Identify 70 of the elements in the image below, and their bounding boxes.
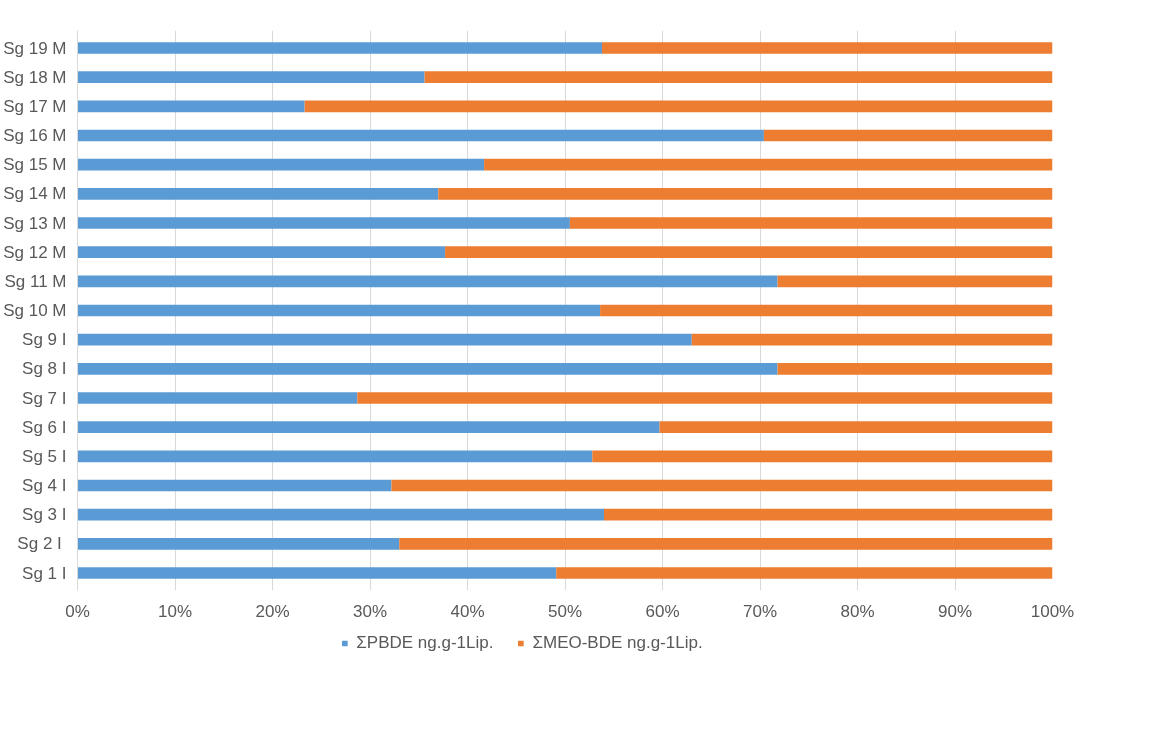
y-tick-label: Sg 9 I bbox=[22, 330, 67, 350]
bar bbox=[659, 421, 1053, 433]
bar bbox=[357, 392, 1053, 404]
bar bbox=[77, 100, 305, 113]
y-tick-label: Sg 18 M bbox=[3, 67, 67, 87]
bar bbox=[445, 246, 1053, 258]
y-tick-label: Sg 12 M bbox=[3, 242, 67, 262]
bar bbox=[777, 363, 1053, 375]
x-tick-label: 80% bbox=[840, 601, 875, 621]
bar bbox=[77, 363, 778, 375]
x-tick-label: 90% bbox=[937, 601, 973, 621]
bar bbox=[77, 421, 660, 433]
bar bbox=[77, 392, 358, 404]
y-tick-label: Sg 14 M bbox=[3, 184, 67, 204]
x-tick-label: 0% bbox=[65, 601, 90, 621]
y-tick-label: Sg 5 I bbox=[22, 446, 67, 466]
bar bbox=[569, 217, 1053, 229]
bar bbox=[391, 479, 1053, 492]
bar bbox=[77, 129, 764, 142]
y-tick-label: Sg 2 I bbox=[17, 534, 62, 554]
y-tick-label: Sg 10 M bbox=[3, 301, 67, 320]
bar bbox=[77, 304, 601, 317]
bar bbox=[777, 275, 1053, 288]
bar bbox=[424, 71, 1053, 83]
y-tick-label: Sg 3 I bbox=[22, 505, 67, 525]
x-tick-label: 100% bbox=[1030, 601, 1075, 621]
bar bbox=[592, 450, 1053, 463]
bar bbox=[77, 450, 593, 463]
bar bbox=[304, 100, 1053, 113]
bar bbox=[602, 42, 1053, 54]
x-tick-label: 60% bbox=[645, 601, 680, 621]
bar bbox=[77, 538, 400, 550]
legend-label: ΣMEO-BDE ng.g-1Lip. bbox=[532, 633, 703, 653]
y-tick-label: Sg 15 M bbox=[3, 155, 67, 175]
y-tick-label: Sg 19 M bbox=[3, 38, 67, 58]
bar bbox=[399, 538, 1053, 550]
bar bbox=[604, 508, 1053, 521]
bar bbox=[484, 158, 1053, 171]
x-tick-label: 40% bbox=[450, 601, 485, 621]
legend-label: ΣPBDE ng.g-1Lip. bbox=[356, 633, 494, 653]
bar bbox=[691, 333, 1053, 346]
y-tick-label: Sg 11 M bbox=[4, 271, 67, 291]
bar bbox=[77, 567, 557, 579]
bar bbox=[77, 217, 570, 229]
bar bbox=[77, 71, 425, 83]
y-tick-label: Sg 17 M bbox=[3, 96, 67, 116]
bar bbox=[77, 42, 603, 54]
bar bbox=[77, 158, 485, 171]
bar bbox=[77, 479, 392, 492]
bar bbox=[77, 275, 778, 288]
bar bbox=[77, 508, 604, 521]
bar bbox=[77, 188, 439, 200]
y-tick-label: Sg 8 I bbox=[22, 359, 67, 379]
x-tick-label: 70% bbox=[742, 601, 778, 621]
bar bbox=[556, 567, 1053, 579]
bar bbox=[77, 333, 692, 346]
x-tick-label: 50% bbox=[547, 601, 583, 621]
y-tick-label: Sg 7 I bbox=[22, 388, 67, 408]
x-tick-label: 30% bbox=[352, 601, 388, 621]
y-tick-label: Sg 13 M bbox=[3, 213, 67, 233]
x-tick-label: 20% bbox=[255, 601, 290, 621]
y-tick-label: Sg 16 M bbox=[3, 126, 67, 145]
bar bbox=[763, 129, 1053, 142]
bar bbox=[77, 246, 446, 258]
y-tick-label: Sg 6 I bbox=[22, 417, 67, 437]
x-tick-label: 10% bbox=[157, 601, 193, 621]
bar bbox=[600, 304, 1053, 317]
bar bbox=[438, 188, 1053, 200]
y-tick-label: Sg 4 I bbox=[22, 476, 67, 495]
y-tick-label: Sg 1 I bbox=[22, 563, 67, 583]
